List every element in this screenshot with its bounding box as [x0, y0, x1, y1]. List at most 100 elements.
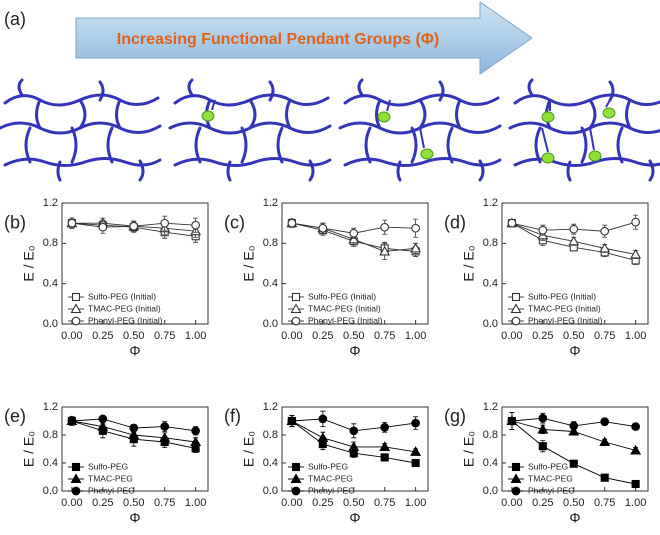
- y-axis-label: E / E₀: [21, 431, 37, 467]
- data-point: [538, 225, 548, 235]
- x-tick-label: 0.50: [123, 497, 144, 509]
- y-tick-label: 0.0: [43, 485, 58, 497]
- x-axis-label: Φ: [129, 343, 140, 359]
- data-point: [129, 221, 139, 231]
- legend-marker: [510, 473, 522, 484]
- x-tick-label: 0.25: [312, 330, 333, 342]
- panel-label: (g): [444, 406, 466, 426]
- data-point: [569, 459, 578, 468]
- y-tick-label: 0.4: [43, 278, 58, 290]
- x-tick-label: 1.00: [405, 330, 426, 342]
- legend-marker: [70, 303, 82, 314]
- data-point: [191, 426, 200, 436]
- data-point: [380, 422, 390, 432]
- panel-label: (e): [4, 406, 26, 426]
- legend-label: Sulfo-PEG: [88, 461, 128, 471]
- legend-marker: [71, 462, 81, 472]
- data-point: [538, 413, 548, 423]
- legend-label: TMAC-PEG (Initial): [308, 303, 381, 313]
- y-tick-label: 0.8: [263, 237, 278, 249]
- legend-label: TMAC-PEG (Initial): [88, 303, 161, 313]
- legend-label: Sulfo-PEG (Initial): [88, 291, 156, 301]
- data-point: [128, 429, 140, 440]
- panel-label: (d): [444, 212, 466, 232]
- x-axis-label: Φ: [349, 510, 360, 526]
- data-point: [379, 441, 391, 451]
- y-tick-label: 0.0: [263, 318, 278, 330]
- legend-label: TMAC-PEG: [88, 473, 133, 483]
- data-point: [317, 432, 329, 442]
- network: [0, 78, 162, 182]
- legend-label: TMAC-PEG (Initial): [528, 303, 601, 313]
- data-point: [160, 422, 170, 431]
- data-point: [349, 426, 359, 436]
- x-tick-label: 0.50: [343, 497, 364, 509]
- data-point: [191, 220, 200, 230]
- y-tick-label: 0.4: [483, 457, 498, 469]
- legend-label: TMAC-PEG: [528, 473, 573, 483]
- y-tick-label: 0.8: [43, 429, 58, 441]
- y-tick-label: 0.8: [483, 429, 498, 441]
- y-axis-label: E / E₀: [241, 245, 257, 281]
- x-tick-label: 0.00: [501, 497, 522, 509]
- y-tick-label: 0.4: [43, 457, 58, 469]
- x-tick-label: 0.25: [532, 330, 553, 342]
- data-point: [507, 218, 517, 228]
- legend-label: Phenyl-PEG (Initial): [308, 315, 383, 325]
- data-point: [600, 226, 610, 236]
- data-point: [600, 473, 609, 482]
- panel-label: (a): [4, 9, 26, 29]
- legend-label: Phenyl-PEG: [528, 485, 575, 495]
- axis-frame: [61, 202, 209, 325]
- data-point: [631, 217, 640, 227]
- x-tick-label: 0.50: [563, 330, 584, 342]
- data-point: [67, 416, 77, 426]
- data-point: [287, 416, 297, 426]
- x-tick-label: 0.25: [92, 330, 113, 342]
- x-tick-label: 0.75: [154, 497, 175, 509]
- legend-marker: [290, 473, 302, 484]
- legend-marker: [291, 316, 301, 326]
- legend-label: Phenyl-PEG: [308, 485, 355, 495]
- legend-label: Sulfo-PEG (Initial): [308, 291, 376, 301]
- legend-label: Phenyl-PEG: [88, 485, 135, 495]
- data-point: [630, 444, 642, 455]
- data-point: [569, 224, 579, 234]
- legend-marker: [291, 486, 301, 496]
- data-point: [631, 422, 640, 431]
- arrow: [75, 1, 533, 75]
- data-point: [159, 432, 171, 442]
- y-tick-label: 0.0: [483, 485, 498, 497]
- data-point: [318, 223, 328, 233]
- y-tick-label: 0.8: [483, 237, 498, 249]
- axis-frame: [61, 406, 209, 492]
- legend-marker: [291, 292, 301, 302]
- legend-marker: [70, 473, 82, 484]
- data-point: [538, 442, 547, 451]
- data-point: [190, 436, 202, 447]
- y-tick-label: 0.0: [483, 318, 498, 330]
- x-tick-label: 1.00: [185, 330, 206, 342]
- data-point: [568, 425, 580, 436]
- x-axis-label: Φ: [349, 343, 360, 359]
- data-point: [348, 233, 360, 244]
- legend-label: Sulfo-PEG: [308, 461, 348, 471]
- data-point: [631, 479, 640, 489]
- data-point: [537, 423, 549, 434]
- y-axis-label: E / E₀: [461, 431, 477, 467]
- x-tick-label: 0.00: [61, 497, 82, 509]
- x-tick-label: 0.25: [532, 497, 553, 509]
- panel-label: (c): [224, 212, 245, 232]
- y-tick-label: 0.0: [263, 485, 278, 497]
- arrow-text: Increasing Functional Pendant Groups (Φ): [117, 31, 440, 48]
- legend-marker: [511, 292, 521, 302]
- data-point: [569, 421, 579, 431]
- data-point: [97, 420, 109, 431]
- y-tick-label: 0.8: [263, 429, 278, 441]
- legend-marker: [290, 303, 302, 314]
- legend-marker: [71, 316, 81, 326]
- legend-marker: [511, 316, 521, 326]
- network: [168, 78, 332, 182]
- y-tick-label: 0.8: [43, 237, 58, 249]
